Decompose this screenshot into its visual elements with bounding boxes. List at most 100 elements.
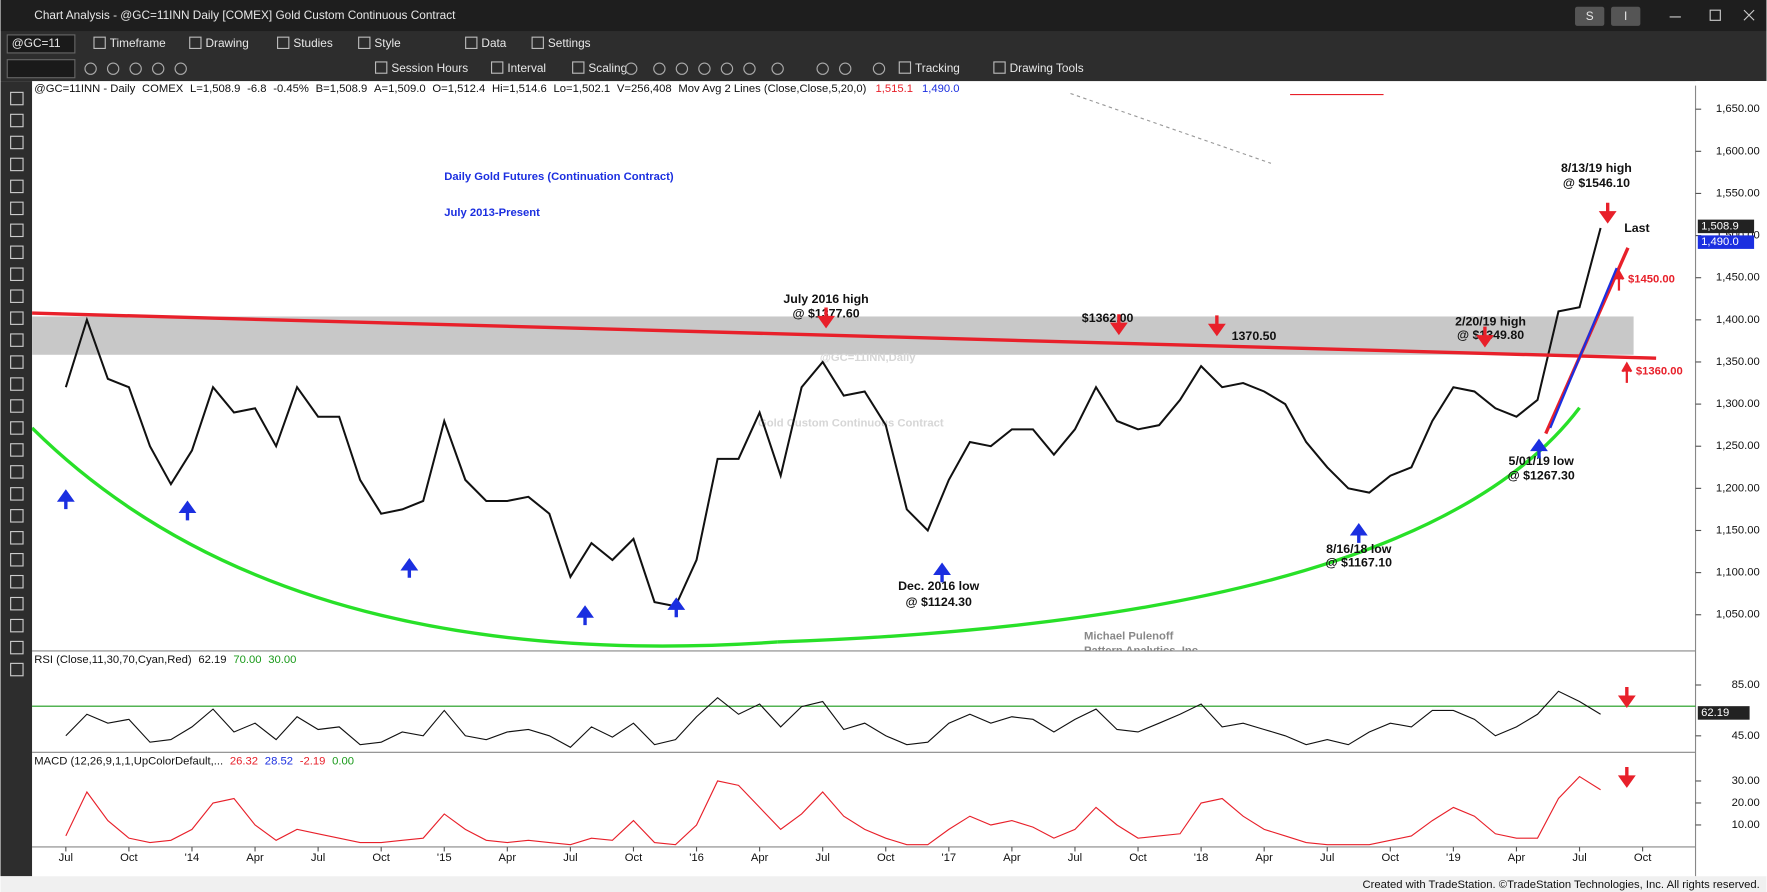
- status-bar: [0, 876, 1767, 892]
- toolbar-icon[interactable]: [84, 62, 97, 75]
- tool-icon[interactable]: [10, 157, 24, 172]
- toolbar-icon[interactable]: [816, 62, 829, 75]
- window-button[interactable]: [1611, 6, 1641, 26]
- tool-icon[interactable]: [10, 135, 24, 150]
- toolbar-icon[interactable]: [174, 62, 187, 75]
- chart-title: Daily Gold Futures (Continuation Contrac…: [444, 171, 674, 183]
- tool-icon[interactable]: [10, 531, 24, 545]
- tool-icon[interactable]: [10, 377, 24, 391]
- toolbar-button[interactable]: Interval: [507, 61, 546, 75]
- input-box[interactable]: [6, 59, 76, 79]
- toolbar-icon[interactable]: [625, 62, 638, 75]
- info-field: Hi=1,514.6: [492, 83, 547, 95]
- x-tick-label: Oct: [372, 852, 390, 864]
- tool-icon[interactable]: [10, 289, 24, 303]
- tool-icon[interactable]: [10, 113, 24, 128]
- window-button[interactable]: [1575, 6, 1605, 26]
- y-tick-label: 10.00: [1732, 819, 1760, 831]
- toolbar-button[interactable]: Scaling: [588, 61, 627, 75]
- toolbar-button[interactable]: Settings: [548, 36, 591, 50]
- toolbar-icon[interactable]: [531, 36, 544, 49]
- toolbar-icon[interactable]: [277, 36, 290, 49]
- tool-icon[interactable]: [10, 223, 24, 238]
- toolbar-icon[interactable]: [465, 36, 478, 49]
- tool-icon[interactable]: [10, 662, 24, 677]
- y-tick-label: 85.00: [1732, 679, 1760, 691]
- tool-icon[interactable]: [10, 399, 24, 413]
- toolbar-icon[interactable]: [374, 61, 388, 74]
- info-field: Lo=1,502.1: [554, 83, 611, 95]
- tool-icon[interactable]: [10, 201, 24, 216]
- tool-icon[interactable]: [10, 487, 24, 501]
- arrow-up: [1621, 361, 1633, 383]
- tool-icon[interactable]: [10, 443, 24, 457]
- toolbar-icon[interactable]: [653, 62, 666, 75]
- annotation: 8/13/19 high: [1561, 161, 1632, 175]
- toolbar-button[interactable]: Drawing Tools: [1010, 61, 1084, 75]
- tool-icon[interactable]: [10, 311, 24, 325]
- arrow-up: [1613, 269, 1625, 291]
- toolbar-button[interactable]: Session Hours: [391, 61, 468, 75]
- x-tick-label: '19: [1446, 852, 1461, 864]
- toolbar-icon[interactable]: [872, 62, 886, 75]
- tool-icon[interactable]: [10, 618, 24, 633]
- toolbar-button[interactable]: Studies: [293, 36, 332, 50]
- x-tick-label: Oct: [120, 852, 138, 864]
- toolbar-icon[interactable]: [839, 62, 852, 75]
- x-tick-label: Oct: [1634, 852, 1652, 864]
- tool-icon[interactable]: [10, 91, 24, 106]
- toolbar-icon[interactable]: [358, 36, 371, 49]
- toolbar-icon[interactable]: [151, 62, 165, 75]
- tool-icon[interactable]: [10, 509, 24, 523]
- annotation: Last: [1624, 221, 1649, 235]
- price-flag: [1697, 706, 1750, 720]
- ma-value: 1,515.1: [875, 83, 913, 95]
- toolbar-icon[interactable]: [93, 36, 106, 49]
- toolbar-icon[interactable]: [129, 62, 142, 75]
- y-tick-label: 1,100.00: [1716, 567, 1760, 579]
- tool-icon[interactable]: [10, 465, 24, 479]
- x-tick-label: Jul: [563, 852, 577, 864]
- tool-icon[interactable]: [10, 355, 24, 369]
- toolbar-button[interactable]: Data: [481, 36, 506, 50]
- toolbar-icon[interactable]: [771, 62, 784, 75]
- info-field: @GC=11INN - Daily: [34, 83, 135, 95]
- y-tick-label: 1,050.00: [1716, 609, 1760, 621]
- tool-icon[interactable]: [10, 552, 24, 567]
- y-tick-label: 45.00: [1732, 730, 1760, 742]
- y-tick-label: 1,350.00: [1716, 356, 1760, 368]
- toolbar-button[interactable]: Tracking: [915, 61, 960, 75]
- tool-icon[interactable]: [10, 596, 24, 611]
- tool-icon[interactable]: [10, 574, 24, 589]
- tool-icon[interactable]: [10, 179, 24, 194]
- toolbar-icon[interactable]: [572, 61, 585, 74]
- y-tick-label: 1,450.00: [1716, 272, 1760, 284]
- toolbar-button[interactable]: Drawing: [205, 36, 248, 50]
- toolbar-icon[interactable]: [720, 62, 734, 75]
- tool-icon[interactable]: [10, 421, 24, 435]
- tool-icon[interactable]: [10, 333, 24, 347]
- x-tick-label: Oct: [1129, 852, 1147, 864]
- symbol-box[interactable]: [6, 34, 76, 54]
- toolbar-icon[interactable]: [490, 61, 504, 74]
- price-flag: [1697, 219, 1755, 234]
- annotation: 2/20/19 high: [1455, 314, 1526, 328]
- toolbar-icon[interactable]: [675, 62, 689, 75]
- tool-icon[interactable]: [10, 267, 24, 282]
- toolbar-icon[interactable]: [898, 61, 912, 74]
- toolbar-icon[interactable]: [106, 62, 120, 75]
- price-flag-label: 1,490.0: [1701, 236, 1739, 248]
- toolbar-icon[interactable]: [189, 36, 202, 49]
- toolbar-button[interactable]: Timeframe: [110, 36, 166, 50]
- x-tick-label: Oct: [1382, 852, 1400, 864]
- window-controls[interactable]: [1669, 9, 1755, 21]
- toolbar-icon[interactable]: [743, 62, 756, 75]
- header-field: -2.19: [300, 755, 326, 767]
- y-tick-label: 1,650.00: [1716, 103, 1760, 115]
- x-tick-label: '16: [689, 852, 704, 864]
- toolbar-button[interactable]: Style: [374, 36, 401, 50]
- tool-icon[interactable]: [10, 640, 24, 655]
- toolbar-icon[interactable]: [993, 61, 1006, 74]
- toolbar-icon[interactable]: [698, 62, 711, 75]
- tool-icon[interactable]: [10, 245, 24, 260]
